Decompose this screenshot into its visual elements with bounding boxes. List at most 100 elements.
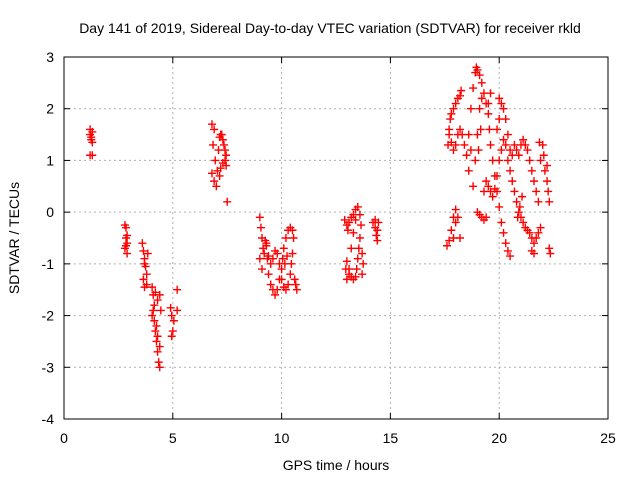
data-point-marker	[519, 218, 528, 227]
data-point-marker	[457, 86, 466, 95]
plot-frame	[63, 56, 609, 420]
data-point-marker	[152, 321, 161, 330]
data-point-marker	[217, 130, 226, 139]
data-point-marker	[475, 71, 484, 80]
x-tick-label: 5	[169, 430, 177, 446]
y-tick-labels: -4 -3 -2 -1 0 1 2 3	[42, 49, 55, 427]
data-point-marker	[477, 94, 486, 103]
y-tick-label: 0	[46, 204, 54, 220]
data-point-marker	[216, 164, 225, 173]
data-point-marker	[277, 265, 286, 274]
data-point-marker	[464, 166, 473, 175]
data-point-marker	[525, 156, 534, 165]
data-point-marker	[512, 146, 521, 155]
data-point-marker	[449, 234, 458, 242]
data-point-marker	[123, 231, 132, 240]
data-point-marker	[139, 275, 148, 284]
data-point-marker	[374, 218, 383, 227]
data-point-marker	[292, 285, 301, 294]
data-point-marker	[264, 252, 273, 261]
data-point-marker	[288, 249, 297, 258]
data-point-marker	[261, 236, 270, 245]
x-tick-labels: 0 5 10 15 20 25	[60, 430, 616, 446]
data-point-marker	[499, 104, 508, 113]
data-point-marker	[290, 275, 299, 284]
data-point-marker	[530, 249, 539, 258]
data-point-marker	[347, 244, 356, 253]
chart-title: Day 141 of 2019, Sidereal Day-to-day VTE…	[79, 20, 581, 36]
data-point-marker	[495, 156, 504, 165]
data-point-marker	[143, 249, 152, 258]
data-point-marker	[266, 280, 275, 289]
data-point-marker	[207, 120, 216, 129]
data-point-marker	[469, 182, 478, 191]
data-point-marker	[173, 306, 182, 315]
data-point-marker	[482, 213, 491, 222]
data-point-marker	[345, 218, 354, 227]
data-point-marker	[497, 146, 506, 155]
data-point-marker	[497, 218, 506, 227]
data-point-marker	[353, 202, 362, 211]
data-point-marker	[255, 213, 264, 222]
data-point-marker	[514, 151, 523, 160]
data-point-marker	[510, 187, 519, 196]
data-point-marker	[499, 135, 508, 144]
data-point-marker	[155, 363, 164, 372]
data-point-marker	[207, 169, 216, 178]
data-point-marker	[535, 138, 544, 147]
data-point-marker	[534, 197, 543, 206]
data-point-marker	[122, 241, 131, 250]
data-point-marker	[490, 184, 499, 193]
y-tick-label: -4	[42, 411, 55, 427]
data-point-marker	[464, 130, 473, 139]
data-point-marker	[519, 135, 528, 144]
data-point-marker	[543, 161, 552, 170]
data-point-marker	[477, 78, 486, 87]
data-point-marker	[474, 146, 483, 155]
data-point-marker	[530, 239, 539, 248]
data-point-marker	[340, 215, 349, 224]
y-axis-title: SDTVAR / TECUs	[6, 182, 22, 294]
data-point-marker	[255, 254, 264, 263]
data-point-marker	[493, 171, 502, 180]
data-point-marker	[514, 208, 523, 217]
data-point-marker	[447, 226, 456, 235]
data-point-marker	[536, 223, 545, 232]
data-point-marker	[342, 257, 351, 266]
data-point-marker	[495, 94, 504, 103]
data-point-marker	[486, 140, 495, 149]
data-point-marker	[342, 275, 351, 284]
data-point-marker	[451, 218, 460, 227]
data-point-marker	[473, 65, 482, 74]
data-point-marker	[373, 236, 382, 245]
data-point-marker	[473, 130, 482, 139]
data-point-marker	[532, 187, 541, 196]
data-point-marker	[506, 166, 515, 175]
data-point-marker	[122, 223, 131, 232]
data-point-marker	[451, 205, 460, 214]
data-point-marker	[154, 358, 163, 367]
data-point-marker	[466, 104, 475, 113]
data-point-marker	[341, 265, 350, 274]
data-point-marker	[169, 316, 178, 325]
data-point-marker	[268, 254, 277, 263]
data-point-marker	[495, 202, 504, 211]
data-point-marker	[352, 265, 361, 274]
data-point-marker	[471, 156, 480, 165]
data-point-marker	[530, 177, 539, 186]
data-point-marker	[210, 125, 219, 134]
data-point-marker	[212, 182, 221, 191]
data-point-marker	[345, 270, 354, 279]
data-point-marker	[210, 177, 219, 186]
data-point-marker	[358, 249, 367, 258]
data-point-marker	[284, 280, 293, 289]
data-point-marker	[349, 228, 358, 237]
data-point-marker	[445, 130, 454, 139]
data-point-marker	[209, 140, 218, 149]
y-tick-label: -3	[42, 359, 55, 375]
data-point-marker	[151, 288, 160, 297]
data-point-marker	[532, 234, 541, 242]
data-point-marker	[153, 296, 162, 305]
data-point-marker	[456, 125, 465, 134]
